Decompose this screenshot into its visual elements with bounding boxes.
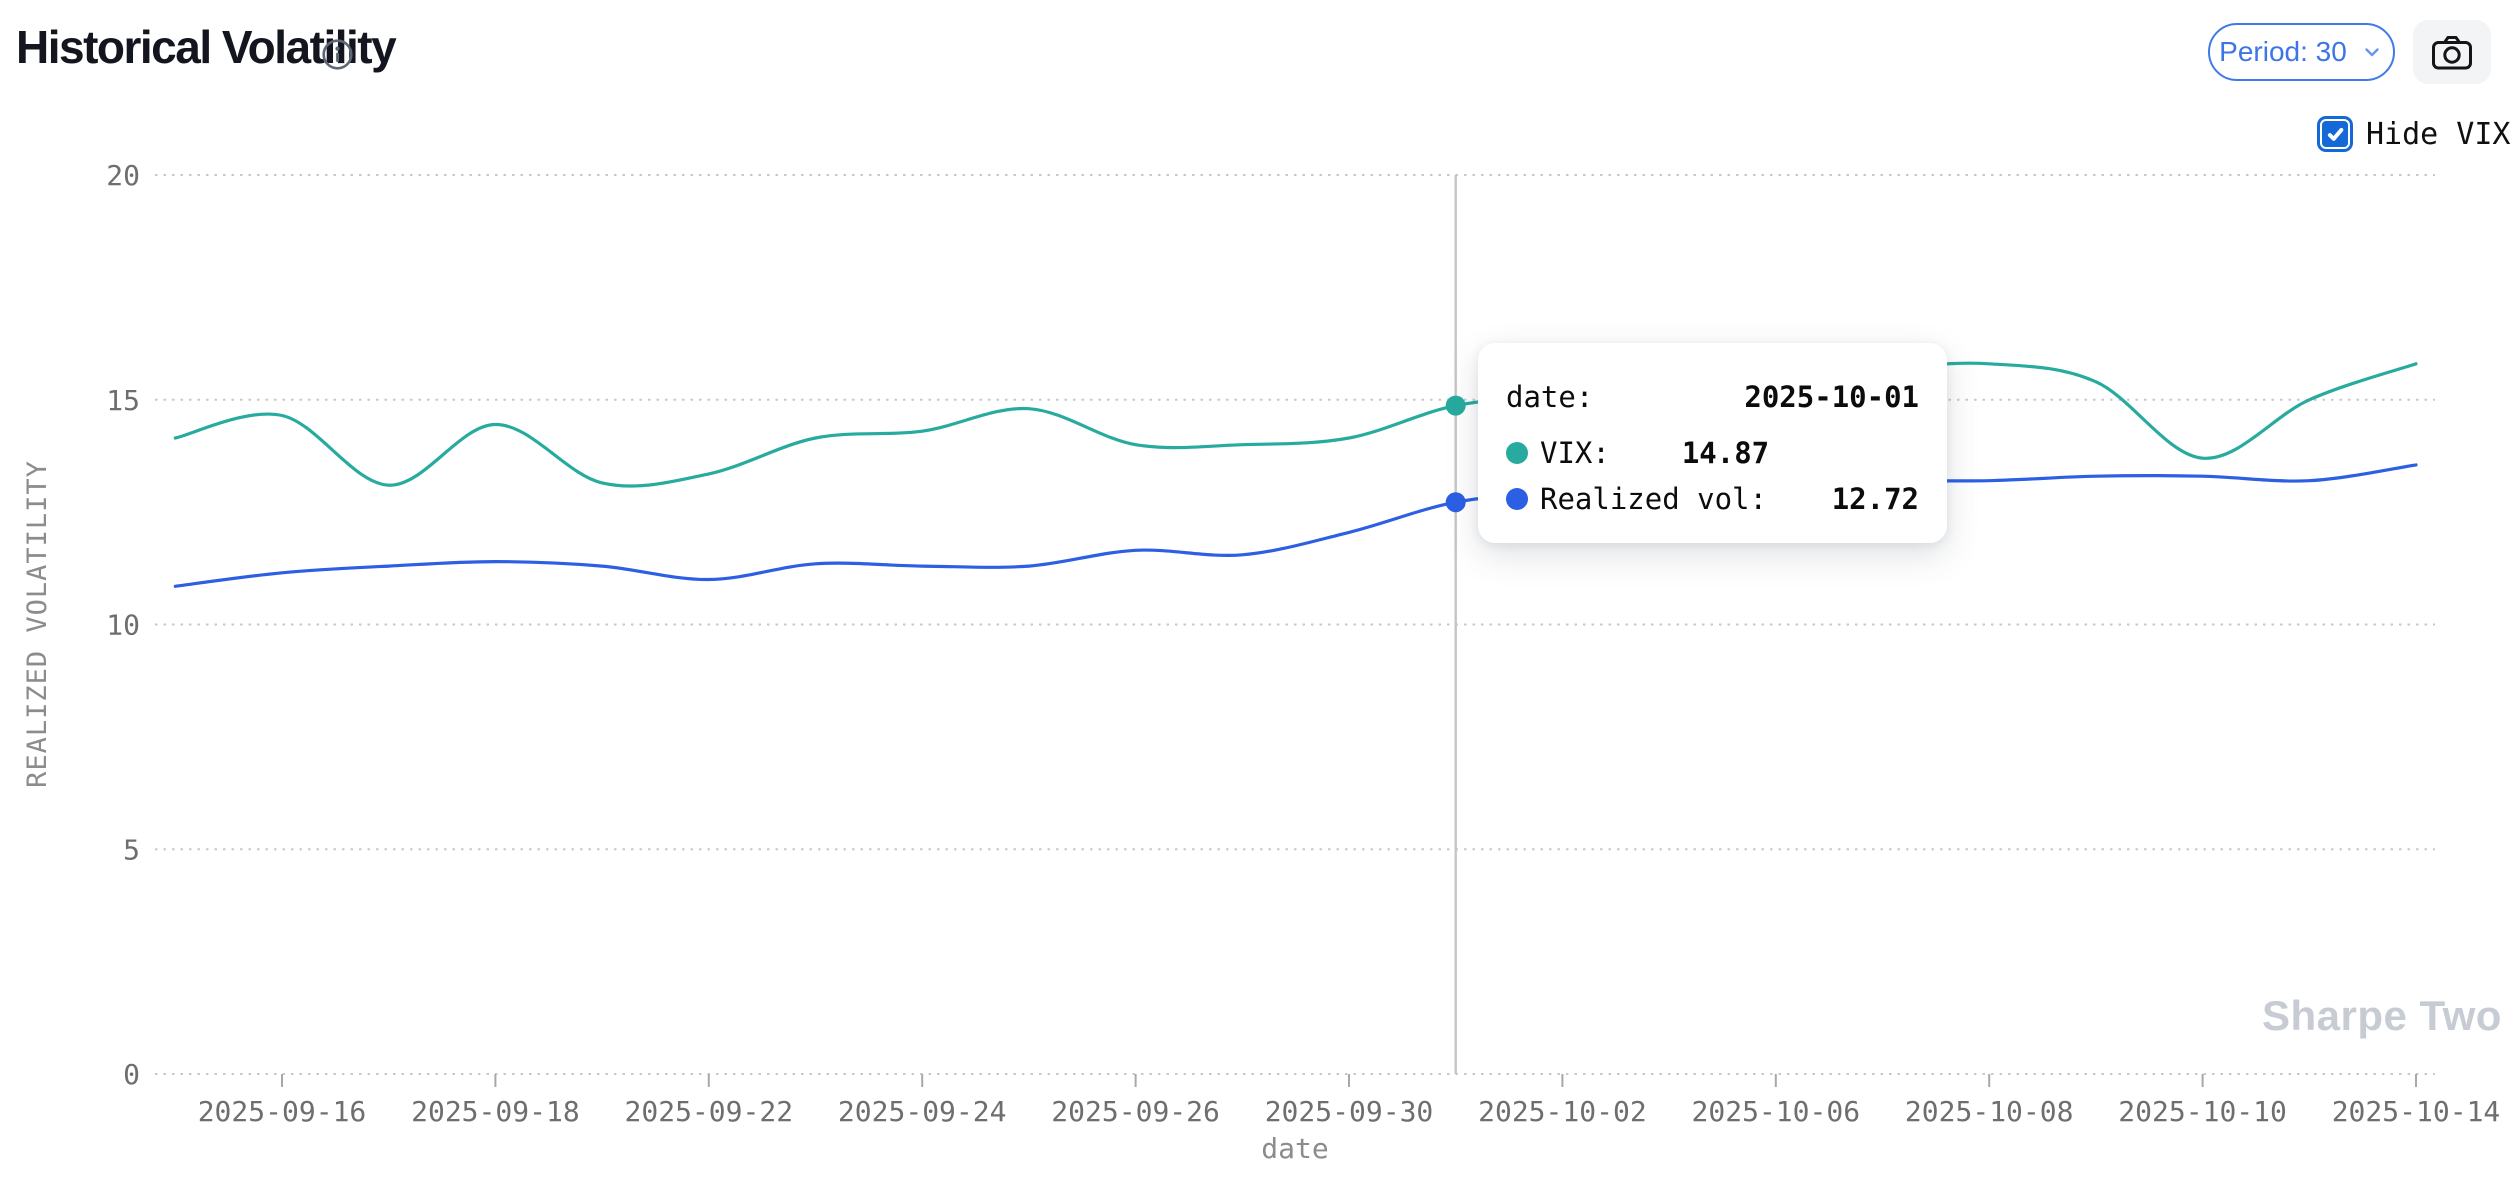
x-tick-label: 2025-09-24 — [838, 1095, 1007, 1128]
vix-series-dot — [1506, 442, 1528, 464]
realized-vol-hover-marker — [1445, 492, 1466, 513]
tooltip-realized-label: Realized vol: — [1540, 482, 1767, 516]
y-tick-label: 0 — [123, 1058, 140, 1091]
camera-icon — [2432, 36, 2472, 70]
page-title: Historical Volatility — [16, 21, 397, 73]
tooltip-date-value: 2025-10-01 — [1744, 380, 1919, 414]
y-tick-label: 15 — [106, 384, 140, 417]
hide-vix-label[interactable]: Hide VIX — [2366, 116, 2511, 152]
x-tick-labels: 2025-09-16 2025-09-18 2025-09-22 2025-09-24… — [198, 1074, 2501, 1128]
x-tick-label: 2025-10-06 — [1692, 1095, 1861, 1128]
y-tick-label: 10 — [106, 609, 140, 642]
screenshot-button[interactable] — [2413, 20, 2491, 84]
realized-vol-line — [173, 463, 2418, 588]
y-axis-label: REALIZED VOLATILITY — [22, 460, 53, 788]
x-tick-label: 2025-10-10 — [2118, 1095, 2287, 1128]
period-select[interactable]: Period: 30 — [2208, 23, 2395, 81]
y-tick-label: 20 — [106, 159, 140, 192]
x-tick-label: 2025-09-18 — [411, 1095, 580, 1128]
vix-hover-marker — [1445, 395, 1466, 416]
info-icon[interactable] — [321, 38, 354, 71]
x-tick-label: 2025-09-22 — [625, 1095, 794, 1128]
gridlines — [155, 174, 2435, 1075]
x-tick-label: 2025-10-02 — [1478, 1095, 1647, 1128]
hide-vix-checkbox[interactable] — [2317, 116, 2353, 152]
chart-tooltip: date: 2025-10-01 VIX: 14.87 Realized vol… — [1478, 343, 1947, 543]
x-tick-label: 2025-09-30 — [1265, 1095, 1434, 1128]
watermark: Sharpe Two — [2262, 992, 2502, 1039]
tooltip-date-label: date: — [1506, 380, 1594, 414]
hide-vix-control: Hide VIX — [2317, 116, 2511, 152]
vix-line — [173, 361, 2418, 488]
x-tick-label: 2025-10-14 — [2332, 1095, 2501, 1128]
period-select-label: Period: 30 — [2219, 36, 2347, 67]
x-tick-label: 2025-09-16 — [198, 1095, 367, 1128]
chevron-down-icon — [2365, 48, 2379, 57]
y-tick-label: 5 — [123, 833, 140, 866]
tooltip-realized-value: 12.72 — [1831, 482, 1919, 516]
tooltip-vix-label: VIX: — [1540, 436, 1610, 470]
tooltip-vix-value: 14.87 — [1681, 436, 1770, 470]
x-tick-label: 2025-09-26 — [1051, 1095, 1220, 1128]
y-tick-labels: 0 5 10 15 20 — [106, 159, 140, 1091]
x-tick-label: 2025-10-08 — [1905, 1095, 2074, 1128]
x-axis-label: date — [1261, 1132, 1328, 1165]
realized-series-dot — [1506, 488, 1528, 510]
checkmark-icon — [2327, 127, 2343, 141]
